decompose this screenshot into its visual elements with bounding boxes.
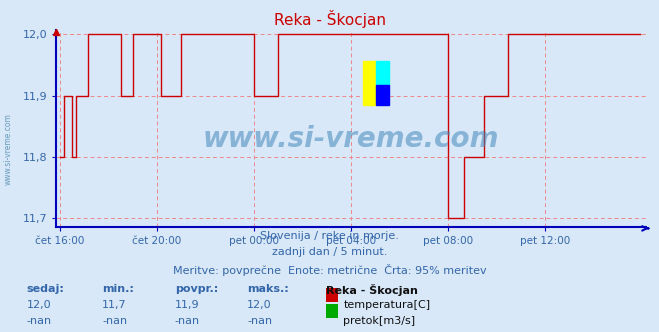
Bar xyxy=(376,61,389,85)
Text: temperatura[C]: temperatura[C] xyxy=(343,300,430,310)
Text: -nan: -nan xyxy=(26,316,51,326)
Text: Slovenija / reke in morje.: Slovenija / reke in morje. xyxy=(260,231,399,241)
Text: 11,7: 11,7 xyxy=(102,300,127,310)
Text: 12,0: 12,0 xyxy=(26,300,51,310)
Text: 11,9: 11,9 xyxy=(175,300,199,310)
Text: povpr.:: povpr.: xyxy=(175,284,218,294)
Text: Reka - Škocjan: Reka - Škocjan xyxy=(326,284,418,296)
Text: www.si-vreme.com: www.si-vreme.com xyxy=(4,114,13,185)
Text: zadnji dan / 5 minut.: zadnji dan / 5 minut. xyxy=(272,247,387,257)
Text: 12,0: 12,0 xyxy=(247,300,272,310)
Text: min.:: min.: xyxy=(102,284,134,294)
Text: pretok[m3/s]: pretok[m3/s] xyxy=(343,316,415,326)
Text: Meritve: povprečne  Enote: metrične  Črta: 95% meritev: Meritve: povprečne Enote: metrične Črta:… xyxy=(173,264,486,276)
Bar xyxy=(376,85,389,105)
Bar xyxy=(362,61,376,105)
Text: maks.:: maks.: xyxy=(247,284,289,294)
Text: sedaj:: sedaj: xyxy=(26,284,64,294)
Text: -nan: -nan xyxy=(102,316,127,326)
Text: Reka - Škocjan: Reka - Škocjan xyxy=(273,10,386,28)
Text: www.si-vreme.com: www.si-vreme.com xyxy=(203,124,499,152)
Text: -nan: -nan xyxy=(247,316,272,326)
Text: -nan: -nan xyxy=(175,316,200,326)
